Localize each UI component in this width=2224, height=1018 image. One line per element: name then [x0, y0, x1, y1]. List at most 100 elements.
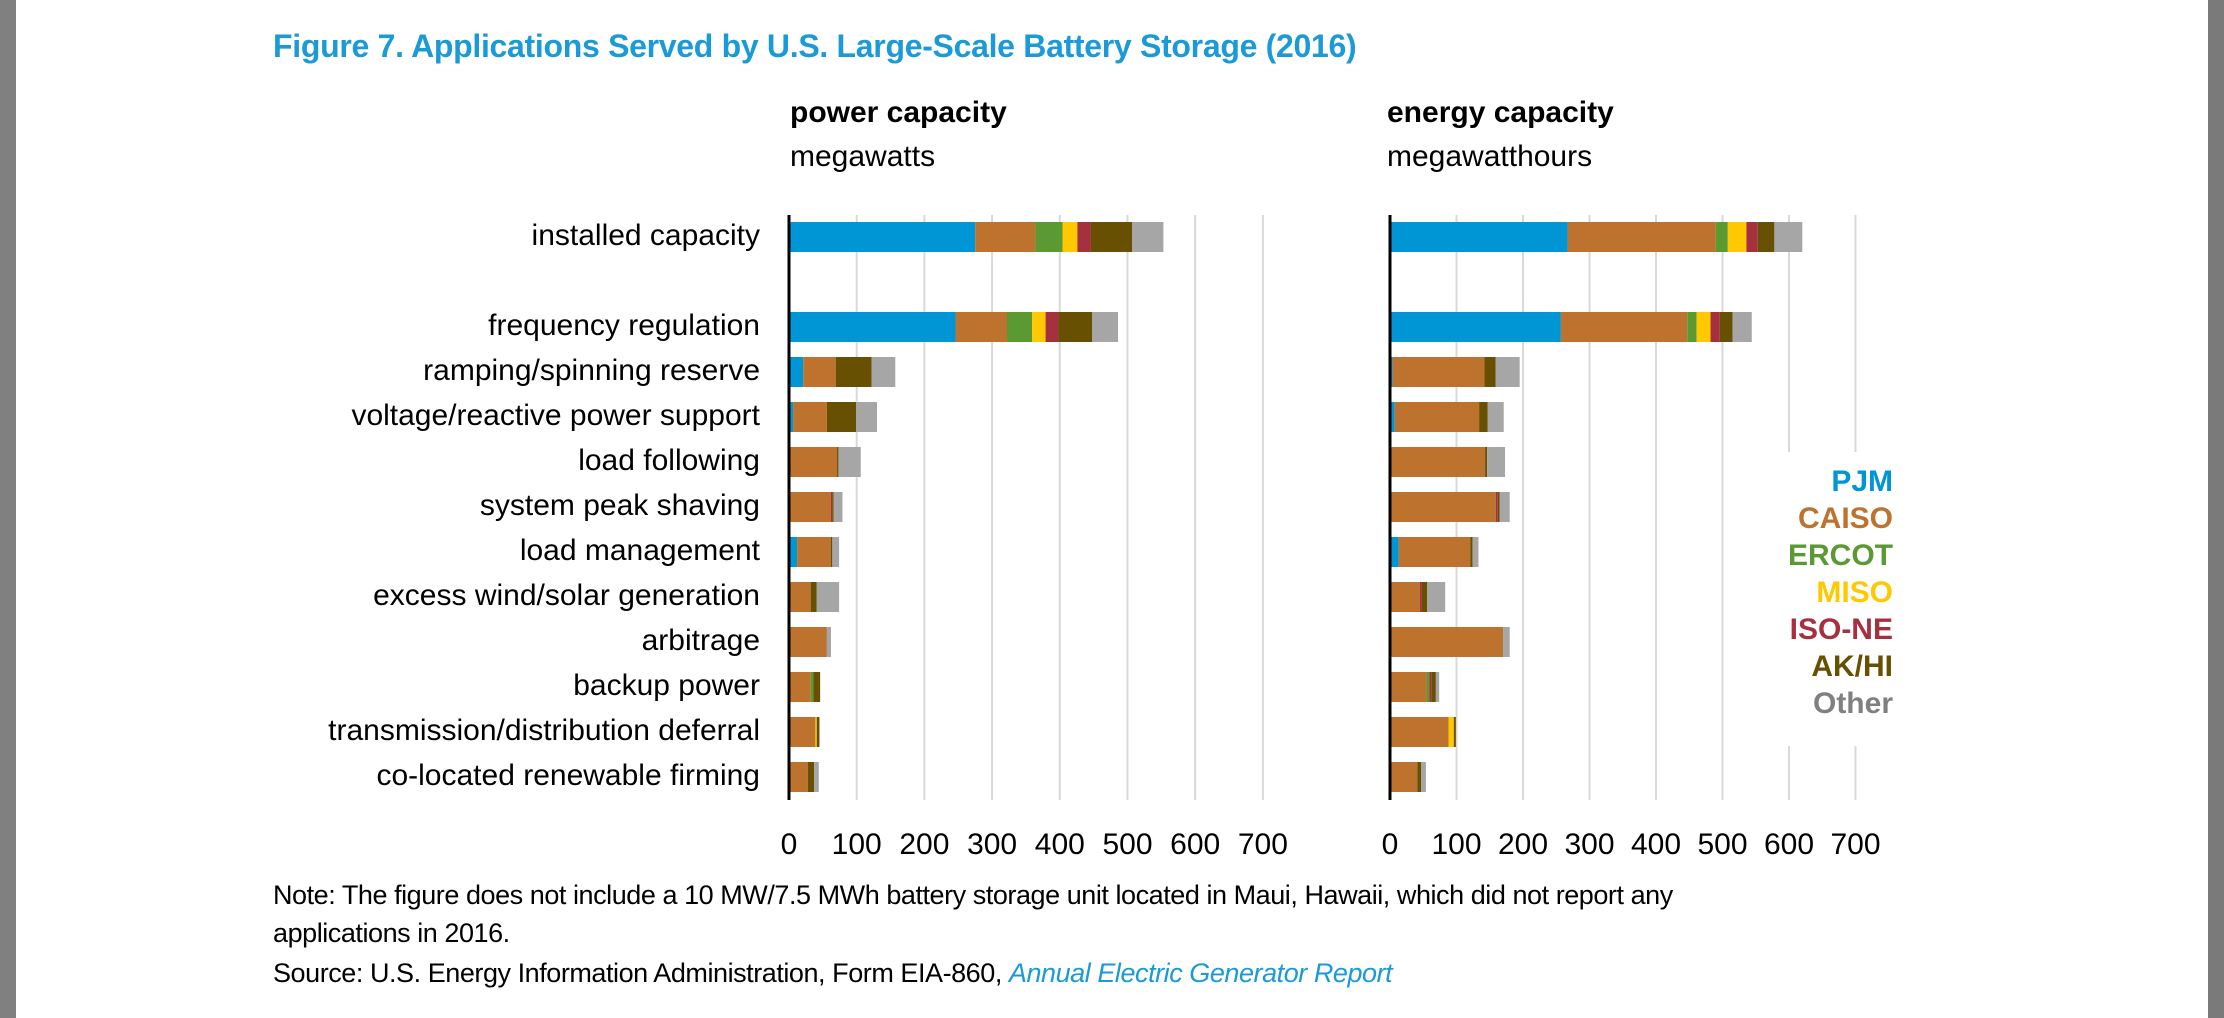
energy-bar-segment-ercot	[1687, 312, 1697, 342]
power-bar-segment-caiso	[789, 447, 838, 477]
power-bar-segment-caiso	[789, 492, 831, 522]
energy-bar-segment-ak-hi	[1497, 492, 1500, 522]
power-bar-segment-ercot	[1035, 222, 1063, 252]
energy-bar-segment-ercot	[1426, 672, 1430, 702]
power-bar-segment-ak-hi	[1058, 312, 1093, 342]
energy-chart: 0 100 200 300 400 500 600 700	[1382, 215, 1881, 861]
power-bar-segment-iso-ne	[1077, 222, 1091, 252]
legend-entry-miso: MISO	[1816, 576, 1893, 609]
power-bar-segment-pjm	[789, 537, 798, 567]
energy-bar-segment-ak-hi	[1757, 222, 1775, 252]
energy-bar-segment-caiso	[1394, 402, 1480, 432]
power-bar-segment-ercot	[810, 672, 814, 702]
energy-bar-segment-miso	[1696, 312, 1711, 342]
power-x-tick-label: 200	[899, 828, 949, 861]
power-bar-segment-other	[816, 582, 840, 612]
category-label: frequency regulation	[488, 309, 760, 342]
energy-bar-segment-miso	[1727, 222, 1747, 252]
energy-bar-segment-ak-hi	[1479, 402, 1488, 432]
energy-bar-segment-other	[1495, 357, 1520, 387]
source-line: Source: U.S. Energy Information Administ…	[273, 958, 1393, 989]
power-bar-segment-other	[838, 447, 861, 477]
power-bar-segment-caiso	[793, 402, 827, 432]
energy-x-tick-label: 700	[1830, 828, 1880, 861]
source-report-link[interactable]: Annual Electric Generator Report	[1008, 958, 1393, 988]
energy-bar-segment-caiso	[1390, 672, 1427, 702]
power-x-tick-label: 700	[1238, 828, 1288, 861]
energy-bar-segment-other	[1487, 402, 1504, 432]
energy-x-tick-label: 600	[1764, 828, 1814, 861]
energy-bar-segment-miso	[1448, 717, 1454, 747]
legend-entry-other: Other	[1813, 687, 1893, 720]
power-bar-segment-pjm	[789, 222, 976, 252]
power-bar-segment-miso	[1062, 222, 1078, 252]
power-x-tick-label: 0	[781, 828, 798, 861]
power-bar-segment-other	[833, 492, 843, 522]
energy-x-tick-label: 0	[1382, 828, 1399, 861]
power-bar-segment-ak-hi	[810, 582, 817, 612]
power-x-tick-label: 500	[1102, 828, 1152, 861]
energy-bar-segment-ak-hi	[1431, 672, 1436, 702]
legend-entry-ak-hi: AK/HI	[1811, 650, 1893, 683]
source-prefix: Source: U.S. Energy Information Administ…	[273, 958, 1009, 988]
energy-bar-segment-other	[1499, 492, 1510, 522]
energy-bar-segment-ercot	[1715, 222, 1728, 252]
power-bar-segment-ak-hi	[835, 357, 872, 387]
energy-bar-segment-ak-hi	[1453, 717, 1456, 747]
power-bar-segment-ak-hi	[1090, 222, 1133, 252]
energy-bar-segment-ak-hi	[1484, 357, 1496, 387]
power-bar-segment-ak-hi	[813, 672, 821, 702]
power-chart: 0 100 200 300 400 500 600 700 installed capacity…	[328, 215, 1288, 861]
power-bar-segment-ak-hi	[832, 492, 834, 522]
energy-bar-segment-pjm	[1390, 222, 1568, 252]
power-bar-segment-ak-hi	[830, 537, 833, 567]
power-bar-segment-ak-hi	[816, 717, 820, 747]
category-label: voltage/reactive power support	[351, 399, 760, 432]
energy-bar-segment-caiso	[1567, 222, 1716, 252]
category-label: load management	[520, 534, 761, 567]
power-bar-segment-other	[1132, 222, 1164, 252]
power-bar-segment-pjm	[789, 402, 794, 432]
power-bar-segment-ak-hi	[807, 762, 815, 792]
energy-x-tick-label: 400	[1631, 828, 1681, 861]
power-bar-segment-caiso	[975, 222, 1036, 252]
figure-title: Figure 7. Applications Served by U.S. La…	[273, 28, 1357, 64]
category-label: excess wind/solar generation	[373, 579, 760, 612]
energy-bar-segment-ak-hi	[1719, 312, 1733, 342]
category-label: ramping/spinning reserve	[423, 354, 760, 387]
energy-x-tick-label: 200	[1498, 828, 1548, 861]
energy-bar-segment-other	[1503, 627, 1510, 657]
energy-bar-segment-other	[1732, 312, 1752, 342]
page-border-right	[2208, 0, 2224, 1018]
energy-panel-title: energy capacity	[1387, 96, 1614, 129]
energy-bar-segment-caiso	[1390, 717, 1449, 747]
energy-bar-segment-ak-hi	[1485, 447, 1488, 477]
power-x-tick-label: 400	[1035, 828, 1085, 861]
power-bar-segment-other	[814, 762, 819, 792]
legend-entry-pjm: PJM	[1831, 465, 1893, 498]
power-bar-segment-iso-ne	[1045, 312, 1059, 342]
power-bar-segment-other	[856, 402, 878, 432]
energy-bar-segment-iso-ne	[1419, 582, 1422, 612]
power-bar-segment-miso	[1032, 312, 1046, 342]
energy-bar-segment-other	[1427, 582, 1446, 612]
power-bar-segment-iso-ne	[830, 492, 833, 522]
power-x-tick-label: 100	[832, 828, 882, 861]
power-bar-segment-ercot	[1006, 312, 1033, 342]
category-label: system peak shaving	[480, 489, 760, 522]
power-bar-segment-caiso	[797, 537, 831, 567]
power-bar-segment-other	[871, 357, 896, 387]
energy-bar-segment-other	[1435, 672, 1440, 702]
note-line-2: applications in 2016.	[273, 918, 510, 948]
power-bar-segment-miso	[815, 717, 817, 747]
energy-bar-segment-pjm	[1390, 312, 1561, 342]
energy-bar-segment-caiso	[1560, 312, 1688, 342]
power-bar-segment-caiso	[955, 312, 1007, 342]
energy-bar-segment-other	[1774, 222, 1803, 252]
category-label: transmission/distribution deferral	[328, 714, 760, 747]
category-label: backup power	[573, 669, 760, 702]
energy-bar-segment-pjm	[1390, 537, 1399, 567]
energy-bar-segment-caiso	[1390, 627, 1504, 657]
power-bar-segment-caiso	[803, 357, 836, 387]
